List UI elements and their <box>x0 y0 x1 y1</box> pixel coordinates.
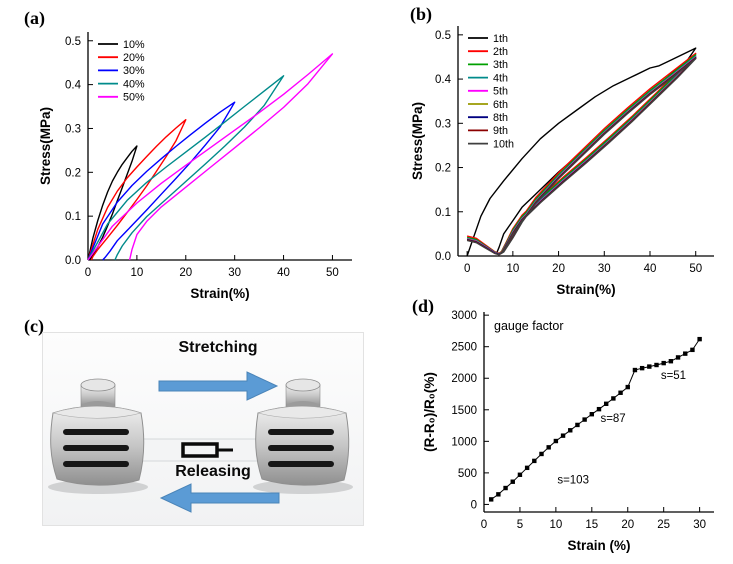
panel-d-label: (d) <box>412 296 434 316</box>
svg-text:s=87: s=87 <box>600 413 625 425</box>
chart-d-svg: 0 5 10 15 20 25 30 0 500 1000 1500 2000 2500 3000 Stra… <box>422 310 714 553</box>
svg-text:s=51: s=51 <box>661 370 686 382</box>
panel-a-label: (a) <box>24 8 45 28</box>
device-illustration: Stretching Releasing <box>42 332 364 526</box>
svg-text:30%: 30% <box>123 65 145 77</box>
chart-a-svg: 0 10 20 30 40 50 0.0 0.1 0.2 0.3 0.4 0.5 Strain(%) St… <box>38 32 352 301</box>
svg-text:0: 0 <box>481 519 487 531</box>
panel-c-label: (c) <box>24 316 44 336</box>
svg-text:0: 0 <box>464 263 470 275</box>
stretching-label: Stretching <box>178 339 258 356</box>
svg-text:500: 500 <box>458 468 477 480</box>
svg-text:0.5: 0.5 <box>435 30 451 42</box>
svg-text:40%: 40% <box>123 78 145 90</box>
svg-text:3th: 3th <box>493 59 508 71</box>
svg-text:10th: 10th <box>493 138 514 150</box>
svg-text:4th: 4th <box>493 72 508 84</box>
chart-a-stress-strain: 0 10 20 30 40 50 0.0 0.1 0.2 0.3 0.4 0.5 Strain(%) St… <box>36 18 368 311</box>
panel-b-label: (b) <box>410 4 432 24</box>
svg-text:0.0: 0.0 <box>65 255 81 267</box>
svg-text:0.3: 0.3 <box>435 118 451 130</box>
svg-text:2000: 2000 <box>451 373 477 385</box>
svg-text:10%: 10% <box>123 39 145 51</box>
svg-text:0.2: 0.2 <box>65 167 81 179</box>
svg-text:50: 50 <box>326 267 339 279</box>
svg-text:0.4: 0.4 <box>65 80 82 92</box>
svg-text:0: 0 <box>471 499 477 511</box>
chart-b-svg: 0 10 20 30 40 50 0.0 0.1 0.2 0.3 0.4 0.5 Strain(%) St… <box>410 26 714 297</box>
svg-text:2th: 2th <box>493 46 508 58</box>
svg-text:s=103: s=103 <box>557 475 589 487</box>
svg-text:0.4: 0.4 <box>435 74 452 86</box>
svg-text:0.0: 0.0 <box>435 251 451 263</box>
svg-text:2500: 2500 <box>451 342 477 354</box>
stretch-arrow-icon <box>158 371 279 401</box>
svg-text:0.1: 0.1 <box>65 211 81 223</box>
svg-text:1000: 1000 <box>451 436 477 448</box>
release-arrow-icon <box>159 483 280 513</box>
svg-text:20: 20 <box>552 263 565 275</box>
sensor-strip <box>138 438 268 462</box>
svg-text:1th: 1th <box>493 33 508 45</box>
svg-text:6th: 6th <box>493 99 508 111</box>
svg-text:gauge factor: gauge factor <box>494 319 564 333</box>
svg-text:Stress(MPa): Stress(MPa) <box>410 102 425 180</box>
svg-text:9th: 9th <box>493 125 508 137</box>
svg-text:30: 30 <box>228 267 241 279</box>
svg-text:0.3: 0.3 <box>65 123 81 135</box>
svg-text:50%: 50% <box>123 92 145 104</box>
chart-d-gauge-factor: 0 5 10 15 20 25 30 0 500 1000 1500 2000 2500 3000 Stra… <box>420 302 728 563</box>
svg-text:Stress(MPa): Stress(MPa) <box>38 107 53 185</box>
releasing-label: Releasing <box>175 463 251 480</box>
svg-text:10: 10 <box>506 263 519 275</box>
chart-b-cycles: 0 10 20 30 40 50 0.0 0.1 0.2 0.3 0.4 0.5 Strain(%) St… <box>408 12 726 307</box>
svg-text:0.5: 0.5 <box>65 36 81 48</box>
svg-text:20: 20 <box>621 519 634 531</box>
svg-text:8th: 8th <box>493 112 508 124</box>
svg-text:Strain(%): Strain(%) <box>556 282 615 297</box>
svg-text:5: 5 <box>517 519 523 531</box>
svg-text:3000: 3000 <box>451 310 477 322</box>
svg-text:5th: 5th <box>493 86 508 98</box>
svg-text:0: 0 <box>85 267 91 279</box>
svg-text:Strain(%): Strain(%) <box>190 286 249 301</box>
svg-text:Strain (%): Strain (%) <box>567 538 630 553</box>
svg-text:1500: 1500 <box>451 405 477 417</box>
svg-text:(R-R₀)/R₀(%): (R-R₀)/R₀(%) <box>422 372 437 452</box>
stretch-device-image <box>47 371 354 513</box>
svg-text:0.1: 0.1 <box>435 207 451 219</box>
svg-text:0.2: 0.2 <box>435 163 451 175</box>
svg-text:30: 30 <box>598 263 611 275</box>
svg-text:15: 15 <box>585 519 598 531</box>
svg-text:50: 50 <box>689 263 702 275</box>
svg-text:40: 40 <box>277 267 290 279</box>
svg-text:25: 25 <box>657 519 670 531</box>
svg-text:20%: 20% <box>123 52 145 64</box>
svg-text:20: 20 <box>179 267 192 279</box>
svg-text:40: 40 <box>644 263 657 275</box>
svg-text:30: 30 <box>693 519 706 531</box>
svg-text:10: 10 <box>549 519 562 531</box>
svg-text:10: 10 <box>130 267 143 279</box>
